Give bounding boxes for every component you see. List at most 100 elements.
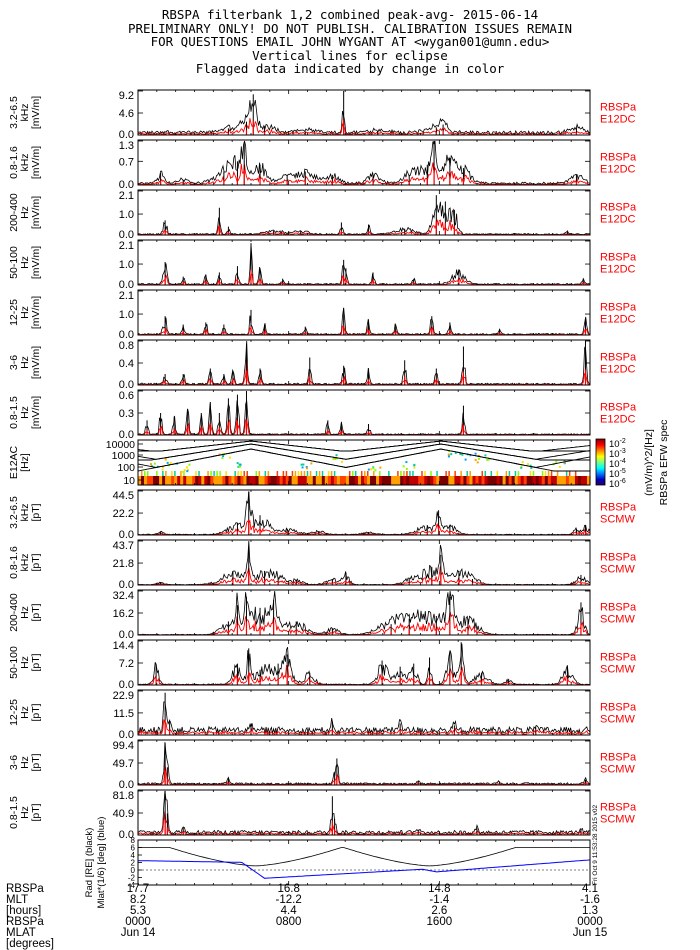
- spectrogram-cell: [490, 471, 493, 476]
- spectrogram-cell: [476, 461, 479, 464]
- spectrogram-cell: [161, 468, 164, 471]
- spectrogram-cell: [442, 476, 446, 485]
- y-tick-label: 1.0: [119, 309, 134, 321]
- spectrogram-cell: [255, 476, 260, 485]
- spectrogram-cell: [216, 471, 218, 476]
- spectrogram-cell: [153, 476, 157, 485]
- spectrogram-cell: [388, 471, 390, 476]
- timestamp-label: Fri Oct 9 11:53:28 2015 v02: [592, 805, 599, 885]
- y-tick-label: 49.7: [113, 758, 134, 770]
- y-tick-label: 22.9: [113, 690, 134, 702]
- gyrofrequency-curve: [138, 440, 591, 452]
- spectrogram-cell: [460, 476, 465, 485]
- radius-line: [138, 847, 590, 867]
- spectrogram-cell: [156, 476, 160, 485]
- spectrogram-cell: [327, 471, 330, 476]
- spectrogram-cell: [159, 476, 163, 485]
- radius-axis-label: Rad [RE] (black): [84, 828, 95, 898]
- instrument-label: SCMW: [600, 814, 635, 826]
- y-axis-label: 3-6 Hz [mV/m]: [8, 346, 42, 379]
- band-label: 3.2-6.5: [8, 496, 20, 529]
- unit-label: [pT]: [30, 753, 42, 771]
- spectrogram-cell: [294, 476, 299, 485]
- y-tick-label: 0.8: [119, 340, 134, 352]
- unit-label: Hz: [19, 756, 31, 769]
- spectrogram-cell: [225, 471, 227, 476]
- orbit-value-mlt_b: 1.3: [582, 905, 598, 917]
- y-tick-label: 10: [123, 475, 135, 487]
- spectrogram-cell: [258, 471, 261, 476]
- y-axis-label: 0.8-1.6 kHz [mV/m]: [8, 146, 42, 179]
- unit-label: Hz: [19, 806, 31, 819]
- spectrogram-cell: [334, 457, 337, 460]
- spectrogram-cell: [418, 476, 422, 485]
- spectrogram-cell: [547, 471, 550, 476]
- spectrogram-cell: [354, 471, 357, 476]
- spectrogram-cell: [532, 476, 537, 485]
- panel-frame: [137, 539, 591, 586]
- peak-series-line: [137, 201, 590, 236]
- unit-label: [pT]: [30, 703, 42, 721]
- orbit-value-mlt_a: 17.7: [127, 883, 149, 895]
- spectrogram-cell: [520, 466, 523, 469]
- unit-label: Hz: [19, 656, 31, 669]
- gyrofrequency-curve: [137, 448, 591, 472]
- spectrogram-cell: [153, 462, 156, 465]
- band-label: 0.8-1.5: [8, 396, 20, 429]
- band-label: 50-100: [8, 646, 20, 679]
- spectrogram-cell: [405, 467, 408, 470]
- spectrogram-cell: [348, 476, 353, 485]
- spectrogram-cell: [484, 471, 487, 476]
- y-axis-label: 12-25 Hz [pT]: [8, 699, 42, 726]
- spectrogram-cell: [475, 476, 480, 485]
- spectrogram-cell: [171, 471, 173, 476]
- colorbar-unit-label: (mV/m)^2/[Hz]: [643, 429, 655, 496]
- spectrogram-cell: [162, 476, 166, 485]
- band-label: 0.8-1.6: [8, 146, 20, 179]
- spectrogram-cell: [586, 476, 591, 485]
- spectrogram-cell: [249, 476, 254, 485]
- spectrogram-cell: [505, 471, 508, 476]
- spectrogram-cell: [562, 476, 567, 485]
- spectrogram-cell: [526, 476, 531, 485]
- spectrogram-cell: [382, 476, 386, 485]
- y-tick-label: 2.1: [119, 290, 134, 302]
- spectrogram-cell: [514, 476, 519, 485]
- spectrogram-cell: [164, 457, 167, 460]
- spectrogram-cell: [445, 471, 447, 476]
- y-tick-label: 99.4: [113, 740, 134, 752]
- y-tick-label: 11.5: [113, 708, 134, 720]
- spectrogram-cell: [451, 476, 455, 485]
- spectrogram-cell: [255, 471, 258, 476]
- spectrogram-cell: [303, 476, 308, 485]
- spectrogram-cell: [297, 476, 302, 485]
- spectrogram-cell: [324, 476, 329, 485]
- spectrogram-cell: [218, 453, 221, 456]
- unit-label: [mV/m]: [30, 146, 42, 179]
- y-tick-label: 0.0: [119, 279, 134, 291]
- spectrogram-cell: [436, 471, 438, 476]
- spectrogram-cell: [300, 471, 303, 476]
- y-tick-label: 0.0: [119, 429, 134, 441]
- satellite-label: RBSPa: [600, 252, 637, 264]
- spectrogram-cell: [565, 476, 570, 485]
- y-tick-label: 1000: [112, 450, 136, 462]
- orbit-value-mlat_a: -1.6: [580, 894, 600, 906]
- spectrogram-cell: [297, 471, 300, 476]
- orbit-value-time: 0000: [577, 916, 603, 928]
- peak-series-line: [137, 701, 591, 735]
- y-tick-label: 2: [131, 859, 136, 868]
- peak-series-line: [137, 790, 591, 836]
- peak-series-line: [137, 400, 591, 436]
- y-tick-label: 0.0: [119, 729, 134, 741]
- spectrogram-cell: [219, 471, 221, 476]
- spectrogram-cell: [147, 476, 151, 485]
- spectrogram-cell: [318, 471, 321, 476]
- unit-label: kHz: [19, 553, 31, 571]
- title-line-5: Flagged data indicated by change in colo…: [195, 61, 505, 76]
- spectrogram-cell: [481, 471, 484, 476]
- spectrogram-cell: [300, 463, 303, 466]
- satellite-label: RBSPa: [600, 602, 637, 614]
